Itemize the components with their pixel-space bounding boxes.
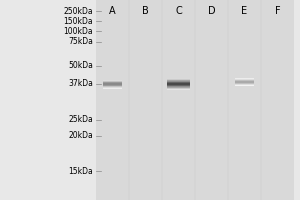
Bar [167, 82, 190, 83]
FancyBboxPatch shape [261, 0, 294, 200]
Text: 20kDa: 20kDa [68, 132, 93, 140]
Bar [103, 81, 122, 82]
Bar [167, 89, 190, 90]
Text: F: F [275, 6, 280, 16]
Text: 75kDa: 75kDa [68, 38, 93, 46]
Bar [167, 88, 190, 89]
Bar [103, 84, 122, 85]
Text: 15kDa: 15kDa [68, 166, 93, 176]
Text: 150kDa: 150kDa [63, 17, 93, 25]
Bar [236, 84, 253, 85]
FancyBboxPatch shape [195, 0, 228, 200]
Bar [236, 82, 253, 83]
Text: D: D [208, 6, 215, 16]
Bar [103, 82, 122, 83]
Text: 37kDa: 37kDa [68, 79, 93, 88]
Bar [103, 83, 122, 84]
Bar [167, 81, 190, 82]
Bar [167, 81, 190, 82]
Bar [103, 80, 122, 81]
Bar [103, 80, 122, 81]
FancyBboxPatch shape [228, 0, 261, 200]
Bar [167, 84, 190, 85]
Bar [167, 83, 190, 84]
Bar [236, 85, 253, 86]
FancyBboxPatch shape [96, 0, 129, 200]
Text: 25kDa: 25kDa [68, 116, 93, 124]
Bar [103, 84, 122, 85]
Bar [167, 87, 190, 88]
Text: B: B [142, 6, 149, 16]
Text: E: E [242, 6, 248, 16]
Bar [236, 83, 253, 84]
Bar [167, 87, 190, 88]
Text: 50kDa: 50kDa [68, 62, 93, 71]
Text: 250kDa: 250kDa [63, 6, 93, 16]
Bar [167, 80, 190, 81]
Bar [167, 78, 190, 79]
Bar [167, 85, 190, 86]
Bar [236, 81, 253, 82]
Bar [103, 86, 122, 87]
FancyBboxPatch shape [129, 0, 162, 200]
Bar [236, 82, 253, 83]
Bar [167, 86, 190, 87]
Bar [167, 83, 190, 84]
FancyBboxPatch shape [162, 0, 195, 200]
Text: A: A [109, 6, 116, 16]
Bar [236, 79, 253, 80]
Bar [103, 79, 122, 80]
Bar [236, 80, 253, 81]
Bar [103, 85, 122, 86]
Bar [236, 84, 253, 85]
Bar [236, 83, 253, 84]
Bar [167, 82, 190, 83]
Bar [236, 78, 253, 79]
Text: C: C [175, 6, 182, 16]
Bar [103, 81, 122, 82]
Bar [103, 85, 122, 86]
Bar [103, 87, 122, 88]
Bar [167, 79, 190, 80]
Bar [103, 88, 122, 89]
Text: 100kDa: 100kDa [63, 26, 93, 36]
Bar [167, 88, 190, 89]
